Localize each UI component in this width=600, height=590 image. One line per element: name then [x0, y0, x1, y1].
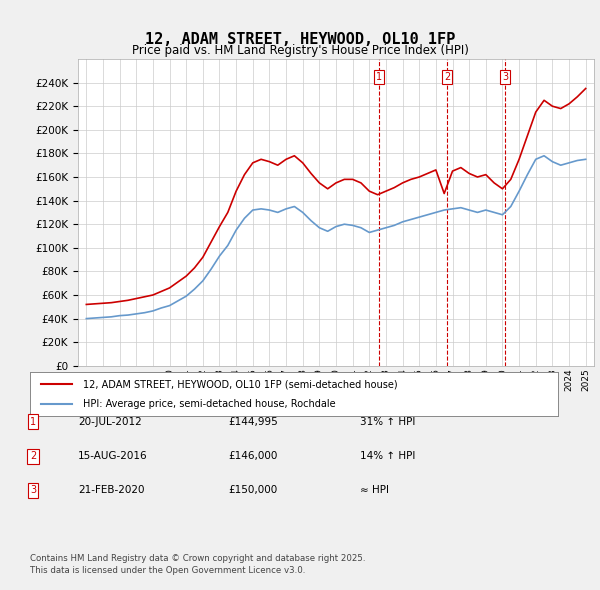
Text: £150,000: £150,000 [228, 486, 277, 495]
Text: HPI: Average price, semi-detached house, Rochdale: HPI: Average price, semi-detached house,… [83, 399, 335, 408]
Text: 2: 2 [444, 72, 450, 81]
Text: £144,995: £144,995 [228, 417, 278, 427]
Text: ≈ HPI: ≈ HPI [360, 486, 389, 495]
Text: 12, ADAM STREET, HEYWOOD, OL10 1FP: 12, ADAM STREET, HEYWOOD, OL10 1FP [145, 32, 455, 47]
Text: 21-FEB-2020: 21-FEB-2020 [78, 486, 145, 495]
Text: 12, ADAM STREET, HEYWOOD, OL10 1FP (semi-detached house): 12, ADAM STREET, HEYWOOD, OL10 1FP (semi… [83, 379, 397, 389]
Text: £146,000: £146,000 [228, 451, 277, 461]
Text: 3: 3 [502, 72, 508, 81]
Text: Price paid vs. HM Land Registry's House Price Index (HPI): Price paid vs. HM Land Registry's House … [131, 44, 469, 57]
Text: 15-AUG-2016: 15-AUG-2016 [78, 451, 148, 461]
Text: 1: 1 [30, 417, 36, 427]
Text: 3: 3 [30, 486, 36, 495]
Text: 20-JUL-2012: 20-JUL-2012 [78, 417, 142, 427]
Text: 2: 2 [30, 451, 36, 461]
Text: 31% ↑ HPI: 31% ↑ HPI [360, 417, 415, 427]
Text: 14% ↑ HPI: 14% ↑ HPI [360, 451, 415, 461]
Text: Contains HM Land Registry data © Crown copyright and database right 2025.
This d: Contains HM Land Registry data © Crown c… [30, 555, 365, 575]
Text: 1: 1 [376, 72, 382, 81]
